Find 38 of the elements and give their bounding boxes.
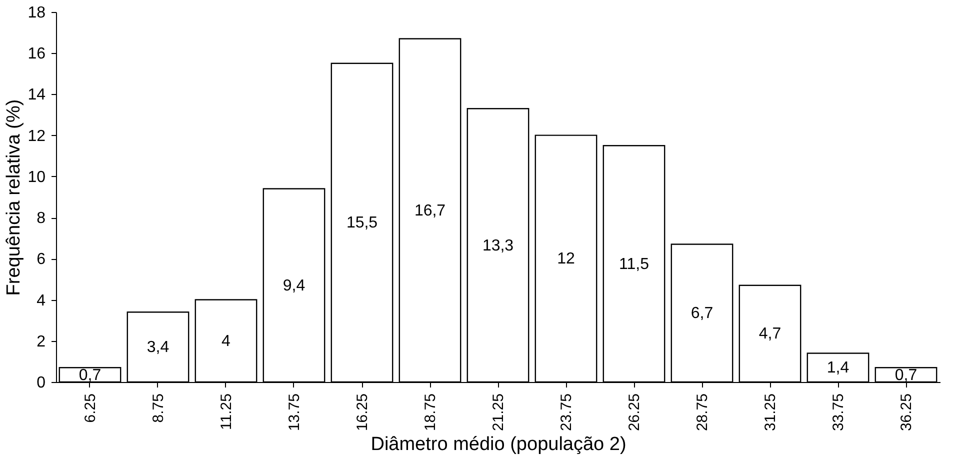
y-tick-label: 10: [28, 168, 46, 186]
x-axis-title: Diâmetro médio (população 2): [370, 434, 626, 456]
x-tick-label: 21.25: [490, 394, 507, 432]
x-tick-label: 31.25: [762, 394, 779, 432]
data-label: 9,4: [282, 277, 306, 294]
y-tick-label: 4: [36, 292, 46, 310]
data-label: 6,7: [690, 305, 714, 322]
data-label: 13,3: [482, 237, 514, 254]
y-tick-label: 14: [28, 86, 46, 104]
y-tick-label: 2: [36, 333, 46, 350]
x-tick-label: 8.75: [150, 394, 167, 423]
y-tick-label: 6: [36, 251, 46, 268]
y-tick-label: 16: [28, 46, 46, 63]
x-tick-label: 16.25: [354, 394, 371, 432]
data-label: 4,7: [758, 326, 782, 343]
y-tick-label: 8: [36, 210, 46, 228]
y-tick-label: 18: [28, 4, 46, 22]
data-label: 11,5: [619, 256, 650, 273]
x-tick-label: 18.75: [422, 394, 439, 432]
data-label: 15,5: [346, 214, 378, 232]
x-tick-label: 33.75: [830, 394, 847, 432]
x-tick-label: 11.25: [218, 394, 235, 430]
data-label: 0,7: [78, 366, 102, 384]
x-tick-label: 26.25: [626, 394, 643, 432]
x-tick-label: 23.75: [558, 394, 575, 432]
x-tick-label: 28.75: [694, 394, 711, 432]
y-tick-label: 0: [36, 374, 46, 392]
y-axis-title: Frequência relativa (%): [4, 99, 25, 296]
y-tick-label: 12: [28, 128, 46, 145]
x-tick-label: 36.25: [898, 394, 915, 432]
x-tick-label: 6.25: [82, 394, 99, 423]
data-label: 4: [222, 332, 231, 350]
data-label: 0,7: [894, 366, 918, 384]
data-label: 3,4: [146, 339, 170, 356]
x-tick-label: 13.75: [286, 394, 303, 432]
data-label: 16,7: [414, 202, 446, 220]
data-label: 1,4: [826, 360, 850, 377]
data-label: 12: [557, 250, 575, 268]
